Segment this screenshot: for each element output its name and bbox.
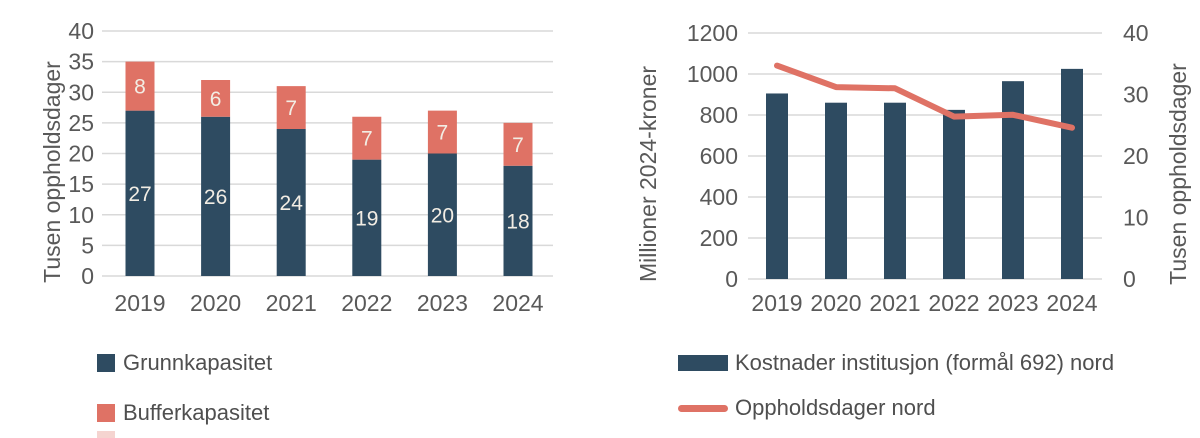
- bar-segment: [427, 153, 457, 276]
- y-tick-label: 20: [68, 141, 94, 167]
- left-y-tick-label: 400: [700, 184, 738, 210]
- y-tick-label: 40: [68, 18, 94, 44]
- bar-value-label: 20: [431, 204, 454, 227]
- x-tick-label: 2022: [928, 290, 979, 316]
- x-tick-label: 2024: [492, 290, 543, 316]
- y-tick-label: 25: [68, 110, 94, 136]
- bar-value-label: 27: [128, 183, 151, 206]
- y-tick-label: 35: [68, 49, 94, 75]
- bar: [825, 102, 847, 279]
- right-y-tick-label: 0: [1123, 266, 1136, 292]
- y-tick-label: 15: [68, 171, 94, 197]
- bar: [943, 109, 965, 279]
- bar-value-label: 7: [512, 134, 524, 157]
- x-tick-label: 2024: [1046, 290, 1097, 316]
- right-y-tick-label: 40: [1123, 20, 1149, 46]
- bar-value-label: 8: [134, 76, 146, 99]
- left-y-tick-label: 0: [725, 266, 738, 292]
- bar: [766, 93, 788, 279]
- y-tick-label: 30: [68, 79, 94, 105]
- y-tick-label: 0: [81, 263, 94, 289]
- capacity-chart-legend: Grunnkapasitet Bufferkapasitet: [97, 350, 272, 426]
- bar-value-label: 26: [204, 186, 227, 209]
- left-y-tick-label: 800: [700, 102, 738, 128]
- x-tick-label: 2020: [190, 290, 241, 316]
- y-tick-label: 10: [68, 202, 94, 228]
- bar-segment: [201, 116, 231, 276]
- left-y-tick-label: 200: [700, 225, 738, 251]
- bar-segment: [352, 159, 382, 276]
- right-y-tick-label: 10: [1123, 205, 1149, 231]
- right-y-tick-label: 20: [1123, 143, 1149, 169]
- bar-value-label: 18: [506, 210, 529, 233]
- bar-segment: [427, 110, 457, 154]
- oppholdsdager-label: Oppholdsdager nord: [735, 395, 936, 420]
- bufferkapasitet-swatch-icon: [97, 404, 115, 422]
- bar-value-label: 7: [361, 128, 373, 151]
- x-tick-label: 2020: [810, 290, 861, 316]
- bar-segment: [276, 86, 306, 129]
- right-y-tick-label: 30: [1123, 82, 1149, 108]
- oppholdsdager-swatch-icon: [678, 404, 728, 412]
- left-y-tick-label: 1000: [687, 61, 738, 87]
- x-tick-label: 2021: [266, 290, 317, 316]
- kostnader-swatch-icon: [678, 355, 728, 371]
- bar-segment: [201, 80, 231, 117]
- grunnkapasitet-label: Grunnkapasitet: [123, 350, 273, 375]
- bar-value-label: 7: [285, 97, 297, 120]
- left-y-axis-title: Millioner 2024-kroner: [635, 66, 661, 282]
- bar-segment: [503, 165, 533, 276]
- bar: [1002, 81, 1024, 279]
- grunnkapasitet-swatch-icon: [97, 354, 115, 372]
- capacity-stacked-bar-chart: 0510152025303540278201926620202472021197…: [39, 18, 553, 316]
- line-series: [774, 62, 1075, 131]
- bar-value-label: 24: [280, 192, 304, 215]
- bar-segment: [276, 129, 306, 276]
- left-y-tick-label: 1200: [687, 20, 738, 46]
- legend-item-kostnader: Kostnader institusjon (formål 692) nord: [678, 350, 1114, 376]
- cropped-legend-swatch: [97, 431, 115, 438]
- bar-segment: [125, 110, 155, 276]
- legend-item-grunnkapasitet: Grunnkapasitet: [97, 350, 272, 376]
- x-tick-label: 2019: [751, 290, 802, 316]
- y-tick-label: 5: [81, 232, 94, 258]
- kostnader-label: Kostnader institusjon (formål 692) nord: [735, 350, 1115, 375]
- bar: [884, 102, 906, 279]
- x-tick-label: 2023: [987, 290, 1038, 316]
- bar: [1061, 68, 1083, 279]
- bar-segment: [125, 61, 155, 111]
- bar-value-label: 19: [355, 207, 378, 230]
- left-y-tick-label: 600: [700, 143, 738, 169]
- x-tick-label: 2019: [114, 290, 165, 316]
- x-tick-label: 2022: [341, 290, 392, 316]
- legend-item-bufferkapasitet: Bufferkapasitet: [97, 400, 272, 426]
- y-axis-title: Tusen oppholdsdager: [39, 61, 65, 283]
- legend-item-oppholdsdager: Oppholdsdager nord: [678, 395, 1114, 421]
- bar-segment: [503, 122, 533, 166]
- right-y-axis-title: Tusen oppholdsdager: [1165, 63, 1191, 285]
- x-tick-label: 2021: [869, 290, 920, 316]
- x-tick-label: 2023: [417, 290, 468, 316]
- bar-segment: [352, 116, 382, 160]
- cost-combo-chart: 0 200 400 600 800 1000 1200 0 10 20 30 40 2019 2020 20…: [635, 20, 1191, 316]
- cost-chart-legend: Kostnader institusjon (formål 692) nord …: [678, 350, 1114, 421]
- bar-value-label: 6: [210, 88, 222, 111]
- bufferkapasitet-label: Bufferkapasitet: [123, 400, 270, 425]
- bar-value-label: 7: [437, 122, 449, 145]
